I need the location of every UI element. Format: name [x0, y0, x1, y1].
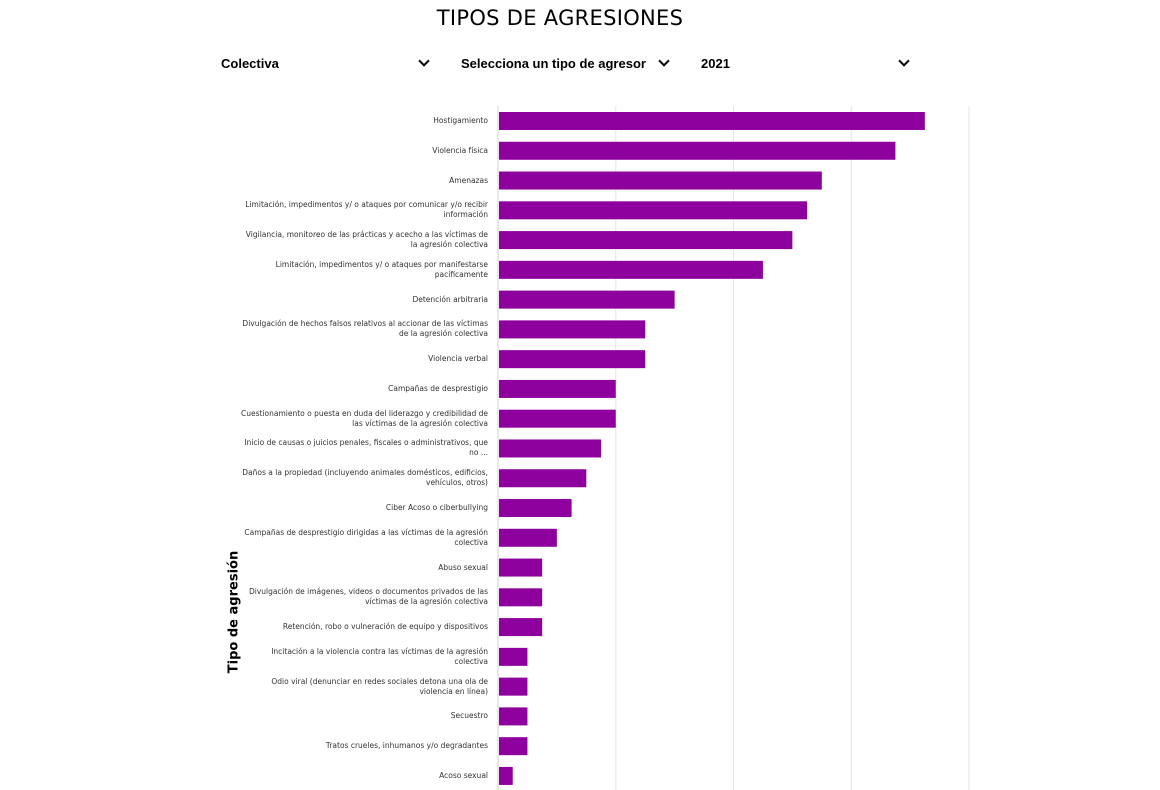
bar[interactable] — [499, 141, 896, 160]
category-label: Abuso sexual — [438, 562, 488, 572]
bar[interactable] — [499, 409, 616, 428]
bar[interactable] — [499, 201, 808, 220]
category-label: Vigilancia, monitoreo de las prácticas y… — [245, 230, 488, 250]
agresion-type-value: Colectiva — [221, 55, 279, 71]
category-label: Detención arbitraria — [412, 294, 488, 304]
bar[interactable] — [499, 469, 587, 488]
category-label: Acoso sexual — [439, 770, 488, 780]
bar[interactable] — [499, 350, 646, 369]
bar[interactable] — [499, 618, 543, 637]
category-label: Tratos crueles, inhumanos y/o degradante… — [325, 741, 488, 751]
category-label: Inicio de causas o juicios penales, fisc… — [244, 438, 488, 458]
bar[interactable] — [499, 737, 528, 756]
page-title: TIPOS DE AGRESIONES — [436, 6, 684, 30]
category-label: Ciber Acoso o ciberbullying — [385, 503, 488, 512]
bar[interactable] — [499, 320, 646, 339]
aggressor-type-value: Selecciona un tipo de agresor — [461, 55, 646, 71]
bar[interactable] — [499, 558, 543, 577]
bar[interactable] — [499, 707, 528, 726]
category-label: Odio viral (denunciar en redes sociales … — [271, 676, 488, 696]
bar[interactable] — [499, 260, 763, 279]
category-label: Divulgación de imágenes, videos o docume… — [248, 587, 488, 607]
category-label: Limitación, impedimentos y/ o ataques po… — [275, 259, 488, 279]
category-label: Divulgación de hechos falsos relativos a… — [242, 319, 488, 339]
category-label: Retención, robo o vulneración de equipo … — [282, 622, 488, 632]
category-label: Daños a la propiedad (incluyendo animale… — [242, 468, 488, 488]
bar[interactable] — [499, 528, 557, 547]
bar[interactable] — [499, 379, 616, 398]
bar[interactable] — [499, 647, 528, 666]
category-label: Violencia física — [432, 145, 488, 155]
bar[interactable] — [499, 766, 513, 785]
bar[interactable] — [499, 290, 675, 309]
category-label: Campañas de desprestigio dirigidas a las… — [244, 527, 488, 547]
year-dropdown[interactable]: 2021 — [701, 54, 911, 72]
category-label: Amenazas — [449, 175, 488, 185]
category-label: Campañas de desprestigio — [388, 383, 488, 393]
category-label: Violencia verbal — [428, 354, 488, 364]
aggressor-type-dropdown[interactable]: Selecciona un tipo de agresor — [461, 54, 671, 72]
bar[interactable] — [499, 677, 528, 696]
category-label: Secuestro — [450, 711, 488, 721]
bar[interactable] — [499, 499, 572, 518]
bar[interactable] — [499, 171, 822, 190]
category-label: Incitación a la violencia contra las víc… — [271, 646, 488, 666]
category-label: Cuestionamiento o puesta en duda del lid… — [240, 408, 488, 428]
agresion-type-dropdown[interactable]: Colectiva — [221, 54, 431, 72]
bar[interactable] — [499, 588, 543, 607]
bar[interactable] — [499, 112, 925, 130]
year-value: 2021 — [701, 55, 730, 71]
bar[interactable] — [499, 439, 602, 458]
category-label: Limitación, impedimentos y/ o ataques po… — [245, 200, 488, 220]
category-label: Hostigamiento — [433, 116, 488, 125]
bar[interactable] — [499, 231, 793, 250]
